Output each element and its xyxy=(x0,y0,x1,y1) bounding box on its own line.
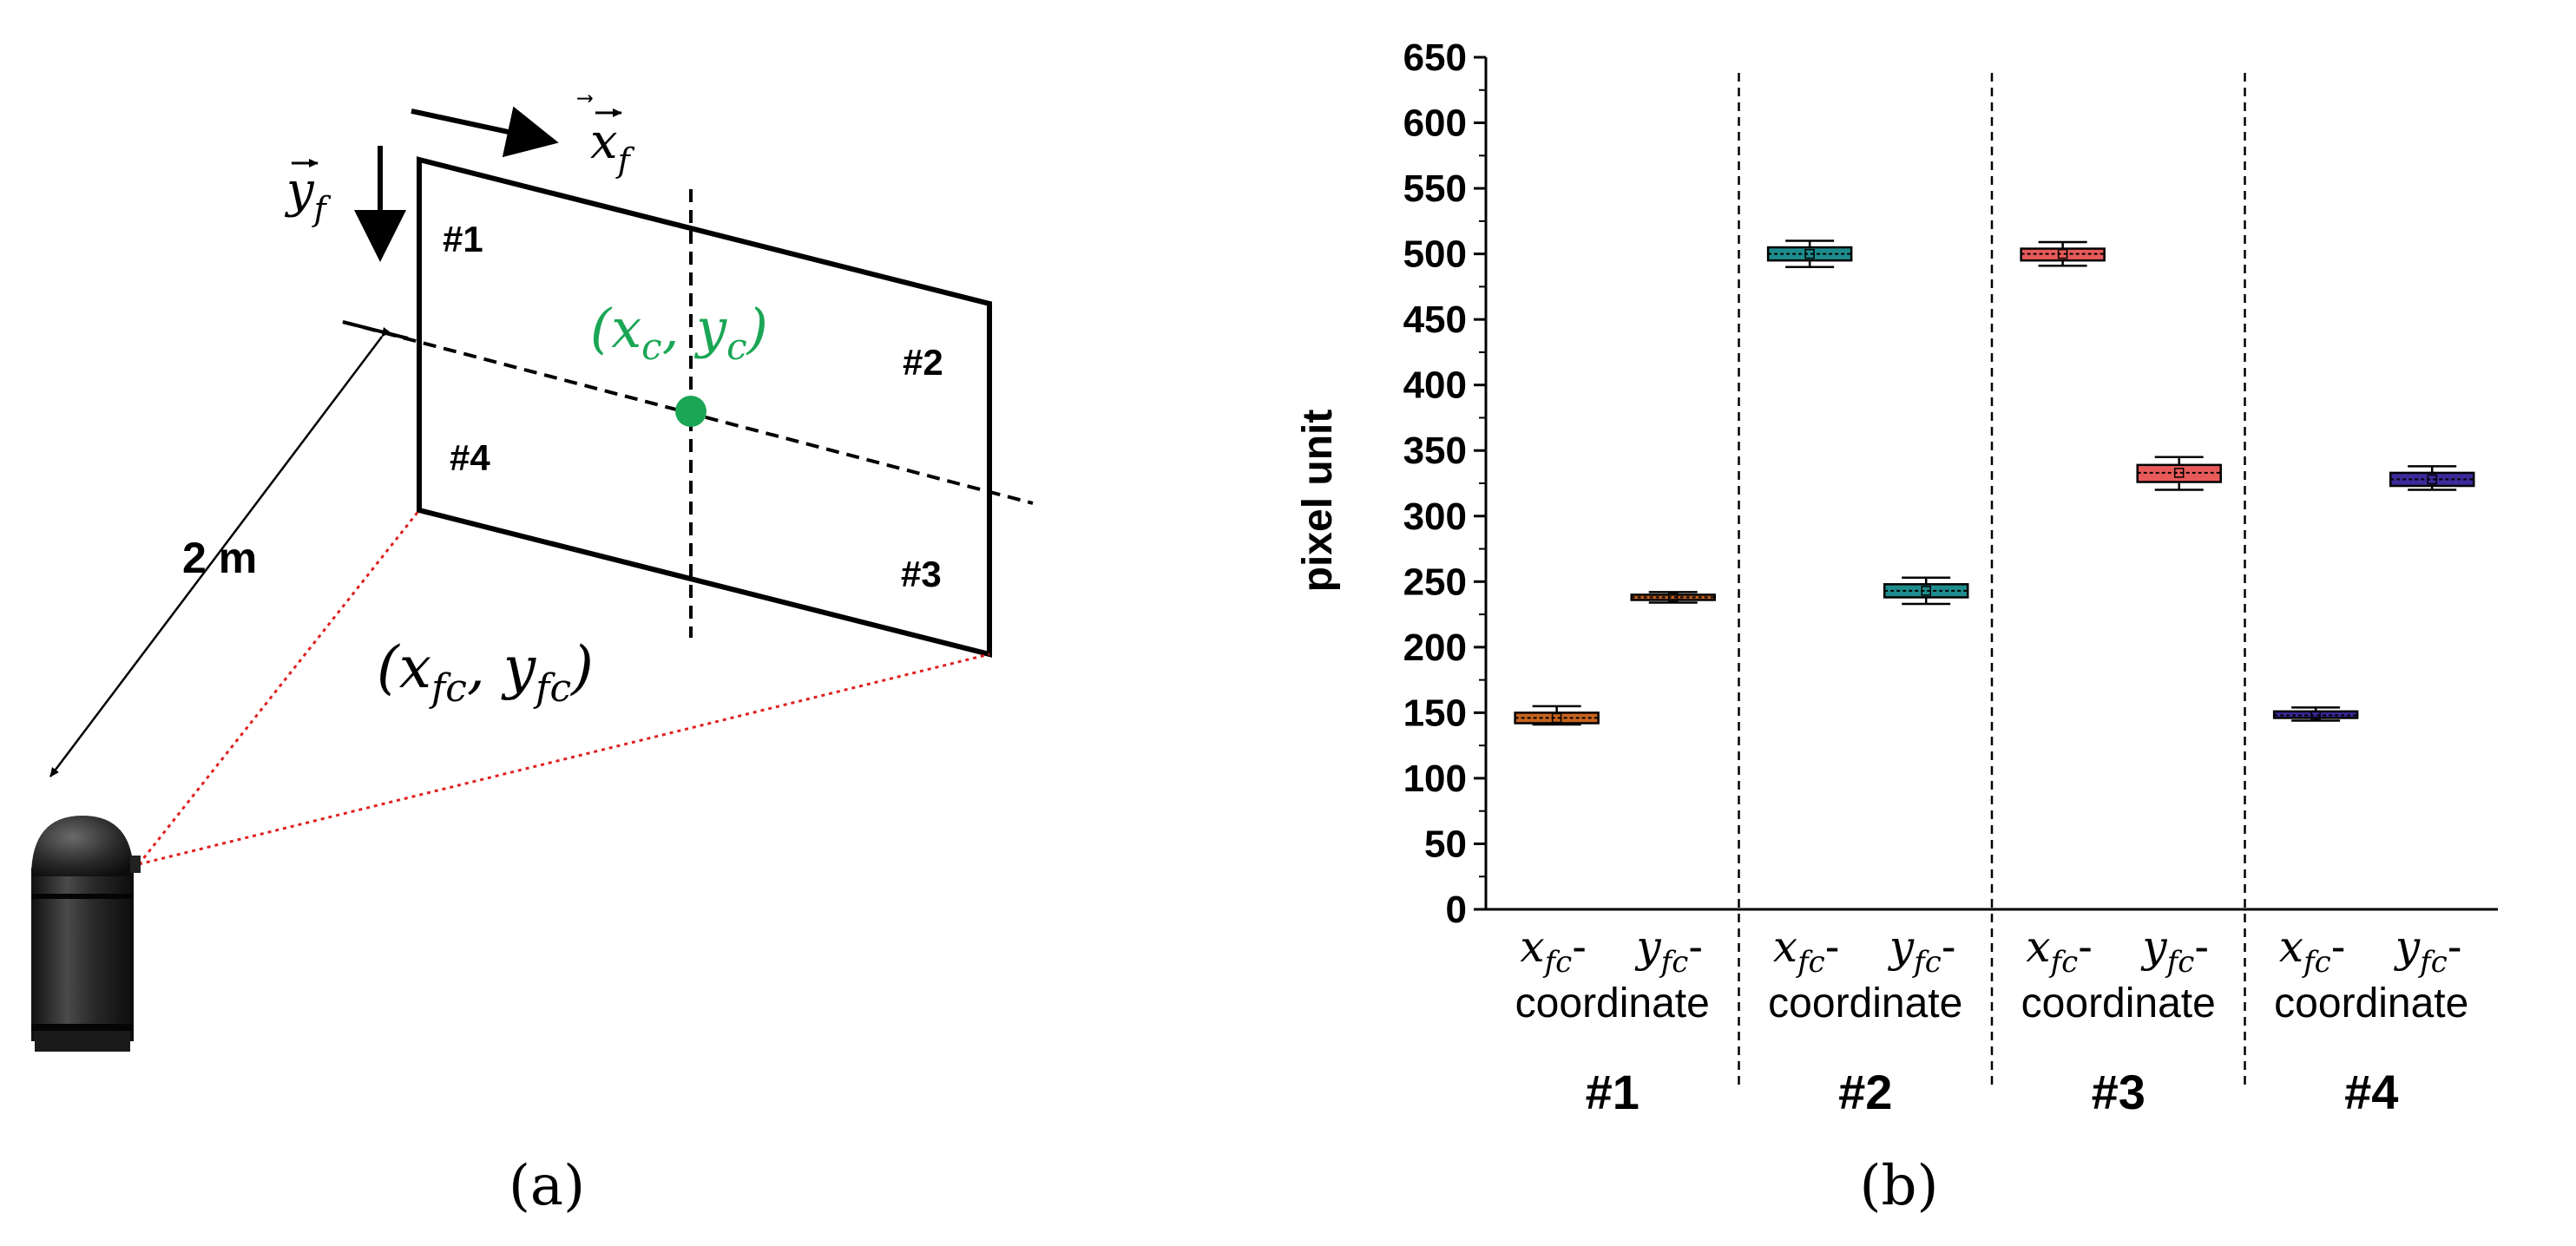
box-mean-marker xyxy=(2057,248,2068,259)
y-tick-label: 600 xyxy=(1403,102,1467,145)
y-tick-label: 450 xyxy=(1403,298,1467,341)
view-line-upper xyxy=(137,509,421,865)
x-axis-arrow xyxy=(411,106,559,158)
y-axis-label: yf xyxy=(284,162,332,228)
box-mean-marker xyxy=(1921,586,1931,596)
camera-icon xyxy=(31,816,141,1052)
category-label-coordinate: coordinate xyxy=(1515,980,1710,1026)
y-axis-title: pixel unit xyxy=(1295,410,1341,593)
marker-label-1: #1 xyxy=(443,219,483,259)
y-tick-label: 650 xyxy=(1403,36,1467,79)
y-tick-label: 350 xyxy=(1403,430,1467,472)
panel-a-label: (a) xyxy=(509,1154,585,1218)
category-label-coord: xfc- xyxy=(1520,921,1587,980)
x-axis-label: xf xyxy=(590,114,635,180)
y-tick-label: 400 xyxy=(1403,364,1467,407)
marker-label-4: #4 xyxy=(450,437,490,478)
category-label-coord: yfc- xyxy=(1634,921,1703,980)
category-label-coordinate: coordinate xyxy=(1768,980,1962,1026)
y-tick-label: 50 xyxy=(1424,823,1467,865)
marker-label-2: #2 xyxy=(903,342,943,383)
box-mean-marker xyxy=(1804,248,1815,259)
box-mean-marker xyxy=(2427,474,2437,485)
marker-label-3: #3 xyxy=(901,554,942,594)
center-point xyxy=(675,396,706,427)
box-mean-marker xyxy=(2173,468,2185,478)
category-label-coord: xfc- xyxy=(2026,921,2093,980)
group-label: #4 xyxy=(2344,1065,2398,1119)
x-axis-vector-arrow: ⃗ xyxy=(577,95,593,102)
box-chart: 0 50 100 150 200 250 300 350 400 450 500 550 600 650 p… xyxy=(1295,36,2498,1119)
y-tick-label: 500 xyxy=(1403,233,1467,276)
category-label-coord: xfc- xyxy=(1773,921,1840,980)
category-label-coord: yfc- xyxy=(2394,921,2462,980)
category-label-coordinate: coordinate xyxy=(2021,980,2216,1026)
panel-b-label: (b) xyxy=(1860,1154,1939,1218)
y-tick-label: 0 xyxy=(1446,889,1467,931)
category-label-coord: yfc- xyxy=(1888,921,1956,980)
group-label: #2 xyxy=(1838,1065,1892,1119)
category-label-coord: yfc- xyxy=(2140,921,2209,980)
category-label-coord: xfc- xyxy=(2279,921,2346,980)
box-mean-marker xyxy=(2310,710,2321,721)
category-label-coordinate: coordinate xyxy=(2274,980,2468,1026)
distance-label: 2 m xyxy=(182,534,257,582)
y-tick-label: 200 xyxy=(1403,626,1467,669)
distance-reference-tick xyxy=(342,320,409,340)
y-tick-label: 250 xyxy=(1403,561,1467,603)
box-mean-marker xyxy=(1551,712,1562,724)
panel-a: xf ⃗ yf #1 #2 #3 #4 (xc, yc) (xfc, yfc) … xyxy=(31,95,1034,1218)
corner-label: (xfc, yfc) xyxy=(377,634,594,711)
group-label: #1 xyxy=(1586,1065,1640,1119)
center-label: (xc, yc) xyxy=(590,297,768,368)
group-label: #3 xyxy=(2092,1065,2146,1119)
distance-arrow xyxy=(49,327,391,777)
y-tick-label: 150 xyxy=(1403,692,1467,734)
y-tick-label: 300 xyxy=(1403,495,1467,538)
view-line-lower xyxy=(138,653,990,866)
y-tick-label: 550 xyxy=(1403,167,1467,210)
y-tick-label: 100 xyxy=(1403,757,1467,800)
box-mean-marker xyxy=(1667,592,1679,603)
